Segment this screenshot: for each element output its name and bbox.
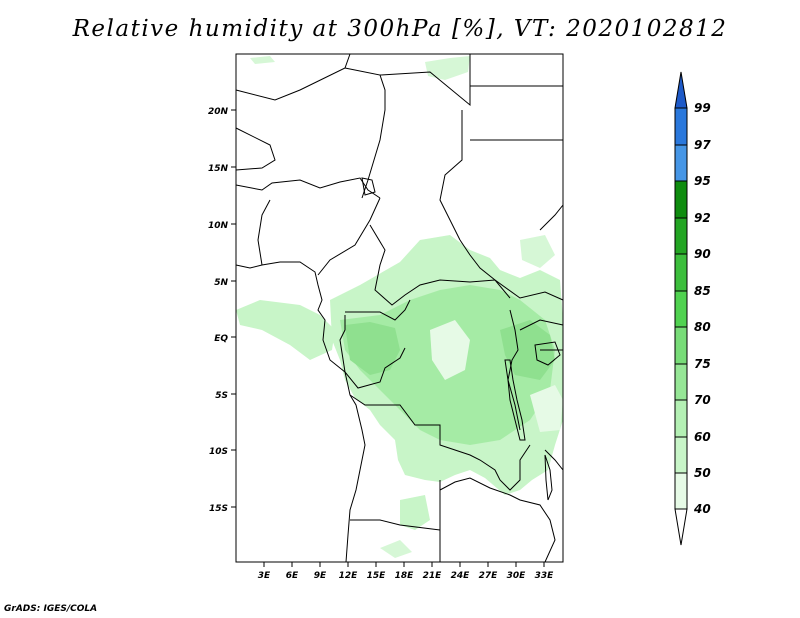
border-nigeria	[257, 199, 271, 266]
humidity-shading	[236, 56, 563, 558]
border-uganda	[519, 319, 564, 331]
lon-label: 9E	[314, 571, 327, 581]
border-west-africa-coast	[235, 261, 366, 563]
colorbar-cell-over	[674, 71, 688, 109]
border-angola-south	[350, 519, 441, 531]
colorbar-label: 70	[694, 393, 711, 407]
lat-label: 15S	[209, 504, 228, 514]
lat-label: 20N	[208, 107, 229, 117]
colorbar-label: 99	[694, 101, 711, 115]
lat-label: EQ	[214, 334, 228, 344]
border-chad-east	[439, 110, 463, 241]
map-title: Relative humidity at 300hPa [%], VT: 202…	[72, 16, 728, 42]
border-north-1	[235, 53, 351, 101]
border-congo-1	[345, 299, 411, 321]
lon-labels: 3E 6E 9E 12E 15E 18E 21E 24E 27E 30E 33E	[258, 571, 554, 581]
lon-label: 18E	[395, 571, 415, 581]
border-sudan-east	[539, 204, 564, 231]
humidity-blob-hole-2	[530, 385, 563, 432]
border-congo-2	[339, 315, 406, 389]
border-zambia	[439, 477, 556, 563]
lake-malawi	[544, 454, 553, 501]
colorbar-cell	[674, 253, 688, 292]
lat-labels: 20N 15N 10N 5N EQ 5S 10S 15S	[208, 107, 229, 514]
map-frame	[235, 53, 564, 563]
colorbar-label: 95	[694, 174, 711, 188]
lat-axis	[231, 109, 236, 508]
border-west-1	[235, 127, 276, 171]
lat-label: 15N	[208, 164, 229, 174]
colorbar-cell	[674, 217, 688, 255]
lake-tanganyika	[504, 359, 526, 441]
lon-label: 24E	[451, 571, 471, 581]
colorbar-cell	[674, 144, 688, 182]
map-panel: 20N 15N 10N 5N EQ 5S 10S 15S 3E 6E 9E	[208, 53, 564, 581]
border-west-2	[235, 177, 381, 199]
border-nigeria-east	[317, 197, 381, 276]
colorbar-labels: 40 50 60 70 75 80 85 90 92 95 97 99	[693, 101, 711, 516]
lon-label: 3E	[258, 571, 271, 581]
humidity-blob-east	[500, 320, 555, 380]
lake-victoria	[534, 341, 561, 366]
colorbar-label: 40	[693, 502, 711, 516]
lon-label: 6E	[286, 571, 299, 581]
lon-label: 30E	[507, 571, 527, 581]
humidity-blob-west-coast	[236, 300, 335, 360]
colorbar-label: 75	[694, 357, 711, 371]
humidity-blob-northwest	[250, 56, 275, 64]
lake-chad	[361, 177, 376, 196]
border-car	[369, 224, 511, 306]
colorbar-label: 60	[694, 430, 711, 444]
humidity-blob-south	[400, 495, 430, 530]
lat-label: 10S	[209, 447, 228, 457]
humidity-blob-sudan	[520, 235, 555, 268]
colorbar-cell	[674, 436, 688, 474]
colorbar-cell	[674, 326, 688, 365]
border-sudan	[459, 239, 496, 281]
lat-label: 5S	[215, 391, 228, 401]
country-borders	[235, 53, 564, 563]
humidity-blob-north	[425, 56, 470, 80]
border-drc-1	[349, 394, 531, 491]
lon-label: 21E	[423, 571, 443, 581]
humidity-blob-far-south	[380, 540, 412, 558]
colorbar-cell	[674, 180, 688, 219]
border-north-3	[379, 54, 471, 107]
lon-label: 12E	[339, 571, 359, 581]
colorbar-label: 80	[694, 320, 711, 334]
border-drc-2	[507, 309, 521, 431]
colorbar-cell-under	[674, 508, 688, 546]
humidity-blob-hole-1	[430, 320, 470, 380]
colorbar-cell	[674, 472, 688, 510]
colorbar-label: 92	[694, 211, 711, 225]
lat-label: 5N	[214, 278, 228, 288]
lon-label: 15E	[367, 571, 387, 581]
humidity-blob-congo	[345, 322, 400, 375]
colorbar-cell	[674, 399, 688, 438]
lon-label: 33E	[535, 571, 555, 581]
colorbar-label: 97	[694, 138, 711, 152]
lat-label: 10N	[208, 221, 229, 231]
colorbar-label: 90	[694, 247, 711, 261]
colorbar	[674, 71, 688, 546]
colorbar-cell	[674, 290, 688, 328]
colorbar-cell	[674, 107, 688, 146]
lon-axis	[263, 562, 545, 567]
border-south-sudan	[494, 279, 564, 301]
border-tz	[544, 449, 564, 471]
colorbar-label: 85	[694, 284, 711, 298]
colorbar-cell	[674, 363, 688, 401]
colorbar-label: 50	[694, 466, 711, 480]
credit-label: GrADS: IGES/COLA	[4, 604, 98, 614]
lon-label: 27E	[479, 571, 499, 581]
